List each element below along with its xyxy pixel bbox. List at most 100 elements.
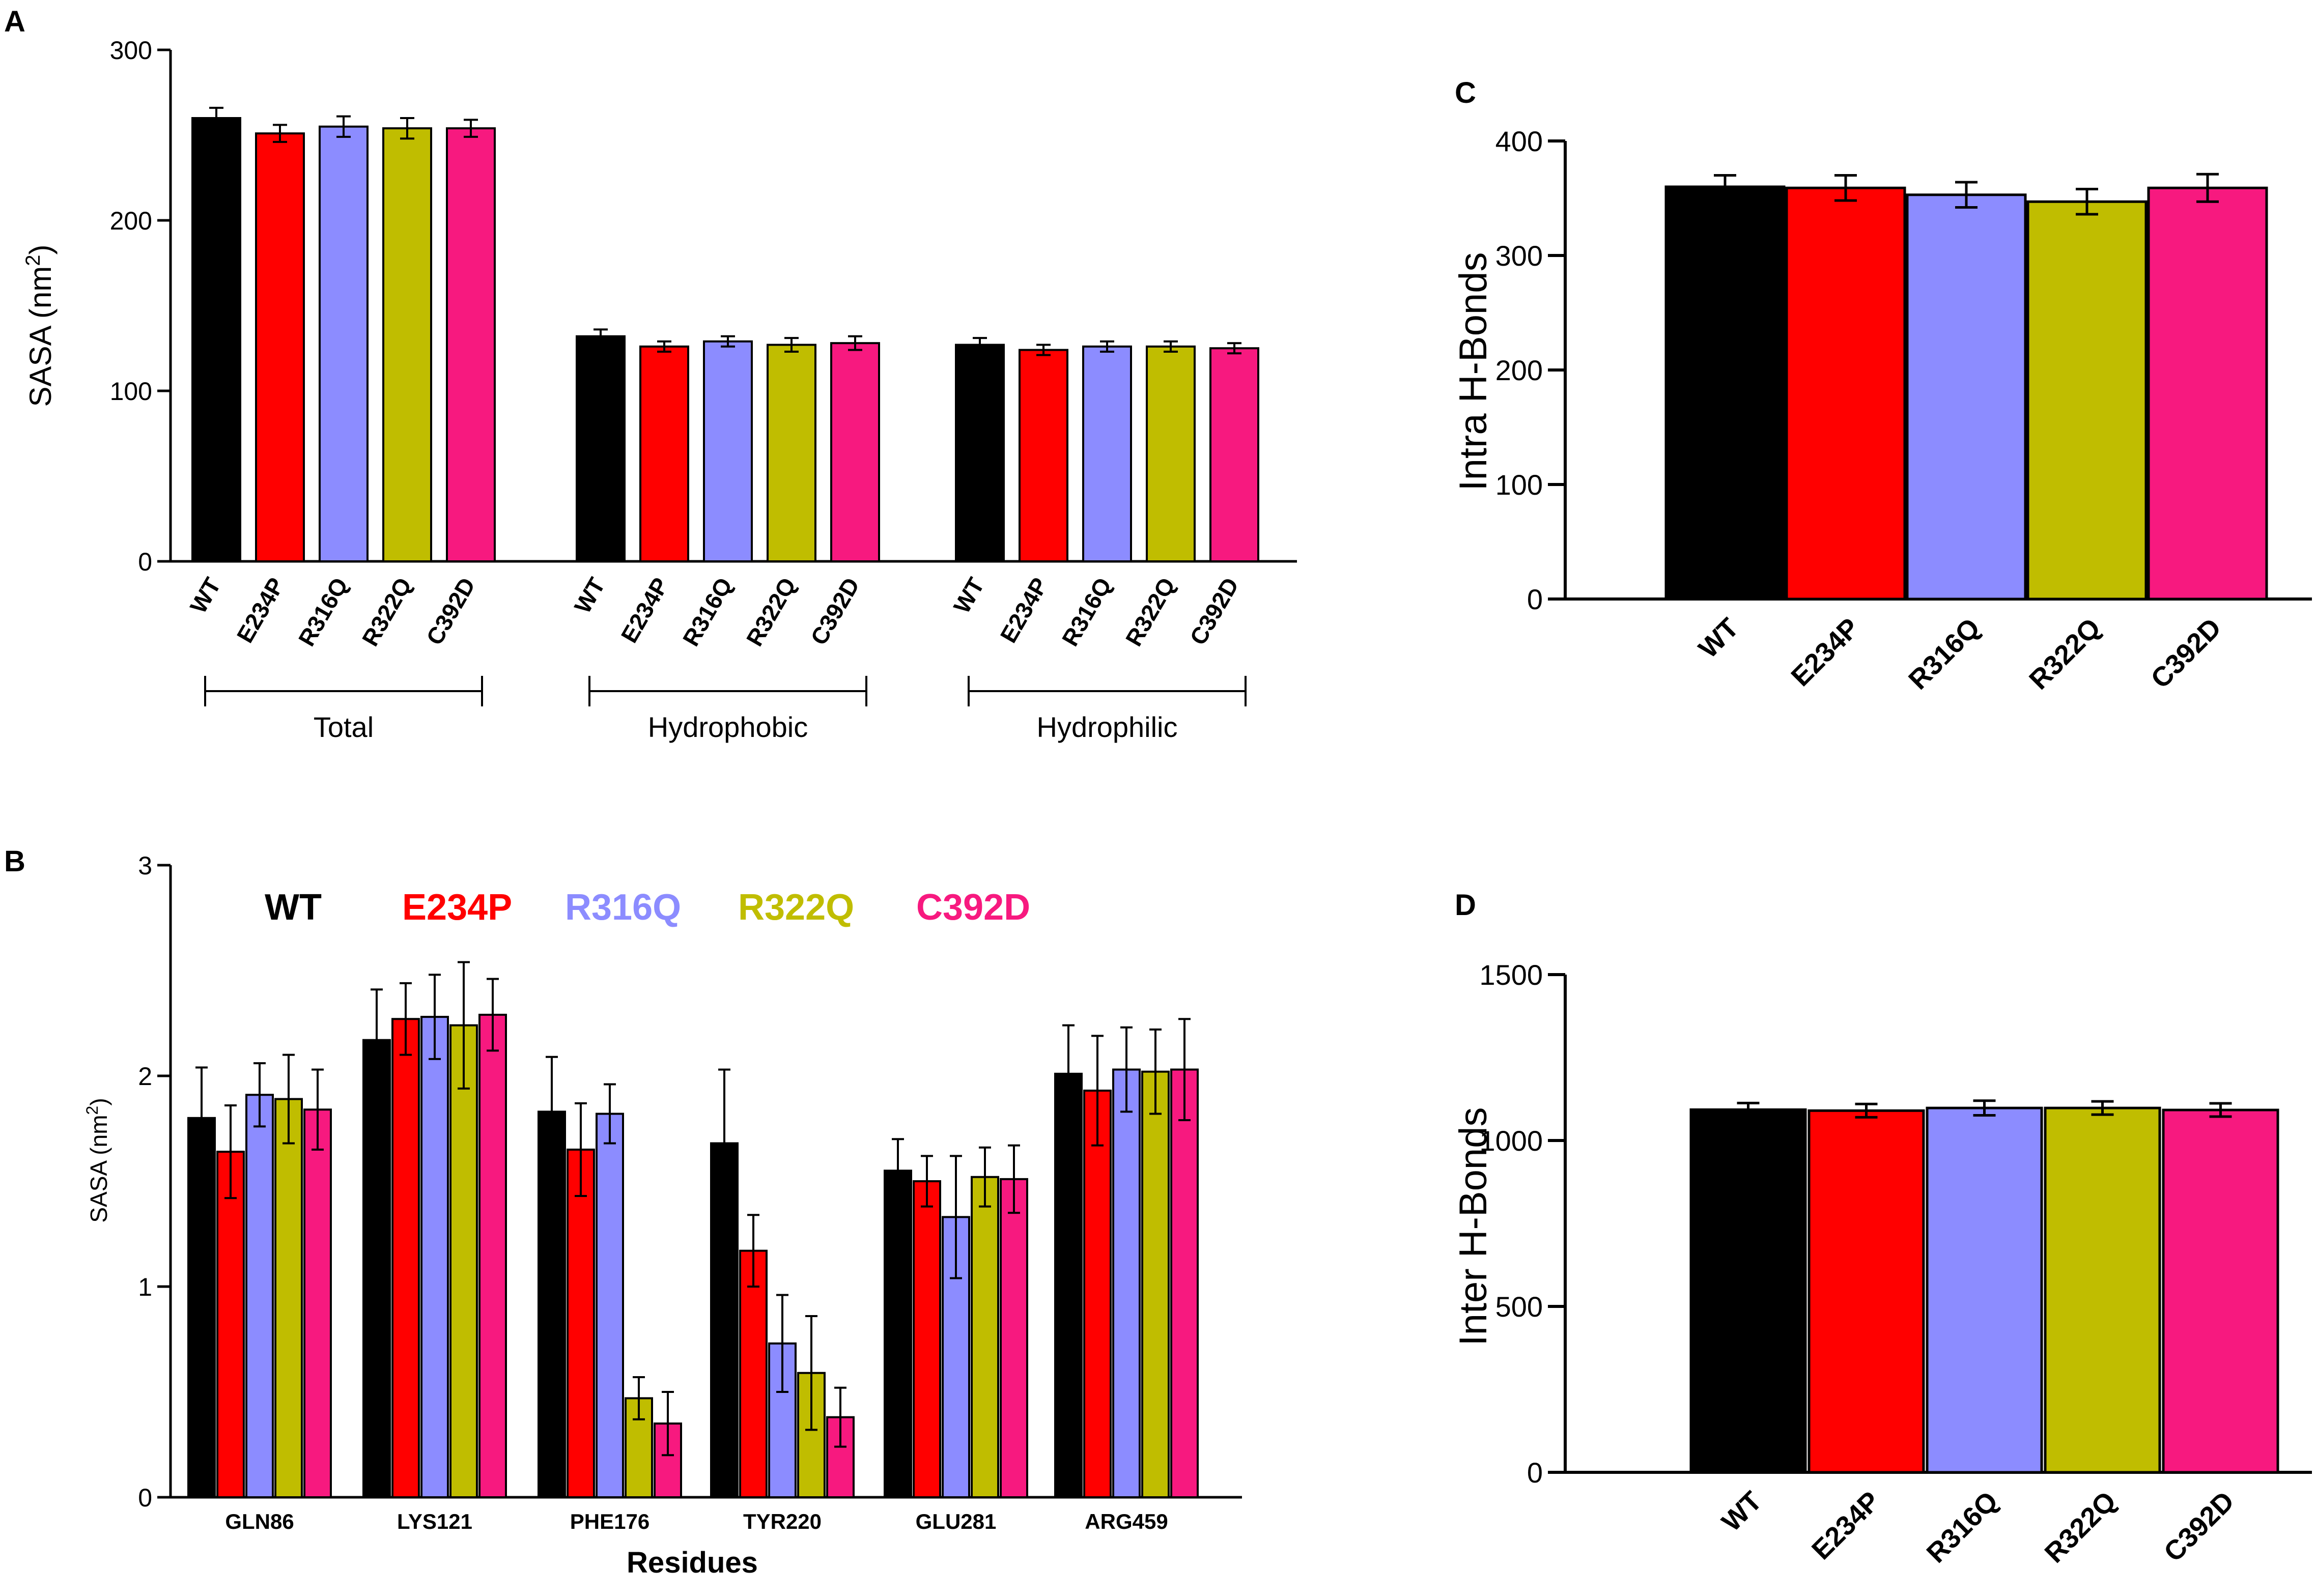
x-tick-label: E234P bbox=[616, 573, 674, 647]
y-tick-label: 200 bbox=[1495, 354, 1543, 386]
bar-r316q bbox=[420, 1016, 449, 1498]
x-tick-label: WT bbox=[185, 573, 226, 618]
legend-entry-e234p: E234P bbox=[402, 887, 512, 928]
bar-e234p bbox=[1785, 186, 1906, 601]
panel-letter-a: A bbox=[4, 5, 25, 38]
x-tick-label: GLU281 bbox=[916, 1509, 997, 1533]
y-axis-title-text: SASA (nm bbox=[23, 266, 58, 407]
bar-r316q bbox=[1926, 1106, 2043, 1474]
y-tick-label: 300 bbox=[1495, 240, 1543, 272]
bar-r316q bbox=[703, 340, 753, 562]
bar-e234p bbox=[391, 1018, 420, 1498]
y-tick-label: 0 bbox=[1527, 1457, 1543, 1489]
bar-c392d bbox=[1000, 1178, 1028, 1499]
x-tick-label: WT bbox=[948, 573, 990, 618]
x-tick-label: R316Q bbox=[1921, 1486, 2004, 1569]
bar-e234p bbox=[1083, 1089, 1112, 1498]
bar-e234p bbox=[639, 345, 689, 563]
bar-r322q bbox=[2026, 200, 2148, 601]
x-tick-label: PHE176 bbox=[570, 1509, 649, 1533]
panel-letter-d: D bbox=[1455, 889, 1476, 922]
y-axis-title-superscript: 2 bbox=[22, 254, 44, 266]
legend-entry-wt: WT bbox=[265, 887, 322, 928]
y-tick-label: 0 bbox=[138, 548, 152, 576]
bar-r322q bbox=[449, 1024, 478, 1498]
y-tick-label: 0 bbox=[138, 1484, 152, 1512]
bar-wt bbox=[187, 1117, 216, 1499]
bar-r322q bbox=[2044, 1106, 2161, 1474]
bar-c392d bbox=[830, 342, 880, 562]
bar-c392d bbox=[2162, 1108, 2279, 1474]
bar-wt bbox=[576, 335, 626, 562]
x-tick-label: WT bbox=[569, 573, 610, 618]
bar-r316q bbox=[942, 1216, 970, 1498]
y-axis-title-text: SASA (nm bbox=[86, 1115, 112, 1222]
x-tick-label: C392D bbox=[805, 573, 865, 649]
legend: WT E234P R316Q R322Q C392D bbox=[265, 887, 1030, 928]
x-tick-label: WT bbox=[1716, 1486, 1768, 1537]
y-tick-label: 100 bbox=[1495, 469, 1543, 501]
legend-entry-r322q: R322Q bbox=[738, 887, 854, 928]
bar-e234p bbox=[739, 1249, 768, 1499]
chart-panel-d: Inter H-Bonds 0 500 1000 1500 WT E234P R316Q R… bbox=[1452, 959, 2312, 1569]
x-axis-title: Residues bbox=[627, 1546, 758, 1579]
y-tick-label: 0 bbox=[1527, 583, 1543, 615]
x-tick-label: E234P bbox=[995, 573, 1053, 647]
x-tick-label: C392D bbox=[2145, 612, 2227, 694]
y-tick-label: 3 bbox=[138, 851, 152, 880]
panel-letter-c: C bbox=[1455, 76, 1476, 109]
bar-e234p bbox=[1019, 349, 1068, 562]
y-axis-title: SASA (nm2) bbox=[83, 1098, 112, 1222]
bar-c392d bbox=[1170, 1068, 1199, 1499]
svg-text:SASA (nm2): SASA (nm2) bbox=[83, 1098, 112, 1222]
y-tick-label: 100 bbox=[110, 377, 152, 406]
y-tick-label: 300 bbox=[110, 36, 152, 65]
bar-r322q bbox=[1141, 1070, 1170, 1498]
bar-r316q bbox=[596, 1113, 624, 1498]
group-label: Hydrophobic bbox=[648, 711, 808, 743]
chart-panel-c: Intra H-Bonds 0 100 200 300 400 WT E234P R316Q… bbox=[1452, 125, 2312, 695]
x-tick-label: C392D bbox=[421, 573, 481, 649]
x-tick-label: R322Q bbox=[357, 573, 417, 650]
bar-r322q bbox=[1146, 345, 1196, 563]
bar-r316q bbox=[1906, 193, 2027, 601]
y-tick-label: 1 bbox=[138, 1273, 152, 1301]
x-tick-label: ARG459 bbox=[1085, 1509, 1168, 1533]
bar-wt bbox=[191, 117, 241, 562]
y-tick-label: 500 bbox=[1495, 1291, 1543, 1323]
bar-c392d bbox=[2147, 186, 2268, 601]
bar-r316q bbox=[1112, 1068, 1141, 1499]
x-tick-label: E234P bbox=[1785, 612, 1865, 692]
y-tick-label: 200 bbox=[110, 207, 152, 235]
y-axis-title-superscript: 2 bbox=[83, 1106, 101, 1115]
bar-r316q bbox=[245, 1094, 274, 1498]
bar-wt bbox=[1689, 1108, 1807, 1474]
bar-e234p bbox=[1807, 1109, 1925, 1474]
x-tick-label: GLN86 bbox=[225, 1509, 294, 1533]
x-tick-label: R322Q bbox=[1120, 573, 1180, 650]
x-tick-label: R322Q bbox=[2039, 1486, 2122, 1569]
bar-r316q bbox=[319, 125, 369, 562]
y-axis-title-close: ) bbox=[86, 1098, 112, 1105]
bar-wt bbox=[538, 1110, 566, 1498]
group-label: Total bbox=[314, 711, 374, 743]
bar-wt bbox=[1054, 1072, 1083, 1499]
bar-e234p bbox=[567, 1148, 595, 1498]
bar-r322q bbox=[382, 127, 432, 563]
y-axis-title-close: ) bbox=[23, 244, 58, 254]
x-tick-label: R322Q bbox=[2023, 612, 2106, 695]
bar-e234p bbox=[255, 132, 305, 562]
bar-wt bbox=[884, 1170, 912, 1499]
x-tick-label: E234P bbox=[1806, 1486, 1886, 1565]
bar-wt bbox=[1664, 185, 1786, 601]
x-tick-label: R316Q bbox=[293, 573, 353, 650]
x-tick-label: R322Q bbox=[741, 573, 801, 650]
bar-c392d bbox=[478, 1013, 507, 1498]
panel-letter-b: B bbox=[4, 845, 25, 878]
bar-r322q bbox=[767, 344, 816, 562]
bar-wt bbox=[955, 344, 1005, 562]
y-axis-title: Intra H-Bonds bbox=[1452, 252, 1495, 491]
bar-r316q bbox=[1082, 345, 1132, 563]
